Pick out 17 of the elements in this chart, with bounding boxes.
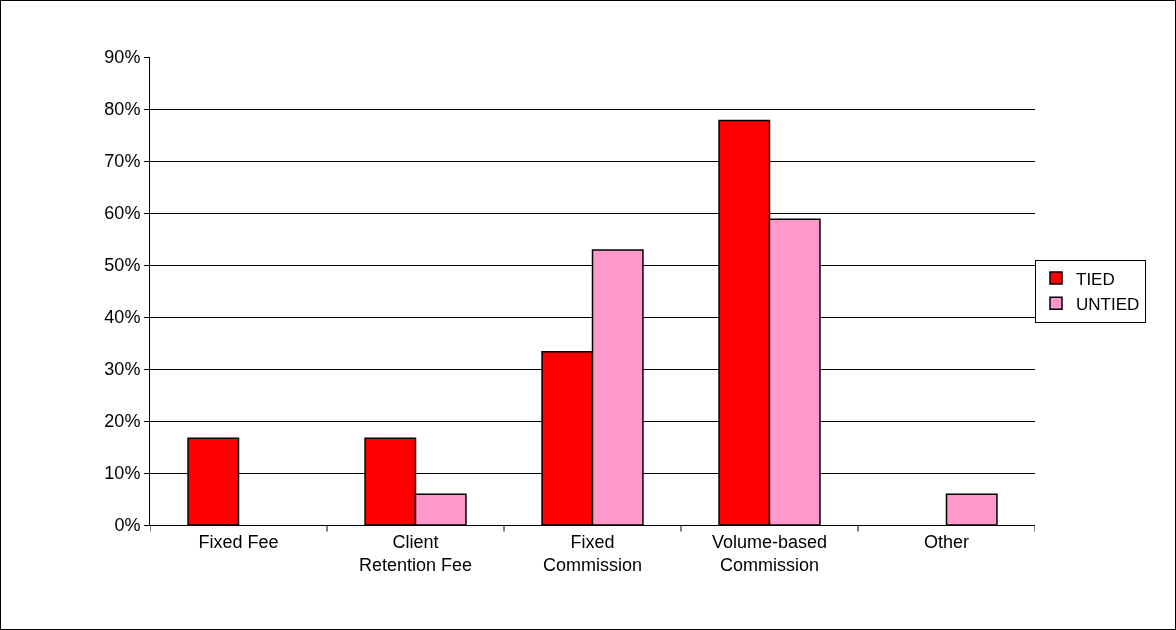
y-tick-label: 0% bbox=[114, 515, 141, 536]
x-tick-label: Other bbox=[923, 531, 970, 552]
x-tick-label: Volume-based Commission bbox=[711, 531, 828, 575]
y-tick-label: 60% bbox=[104, 203, 141, 224]
legend-label: UNTIED bbox=[1076, 294, 1140, 314]
y-tick-label: 20% bbox=[104, 411, 141, 432]
y-tick-label: 40% bbox=[104, 307, 141, 328]
y-tick-label: 90% bbox=[104, 47, 141, 68]
legend-label: TIED bbox=[1076, 269, 1115, 289]
x-tick-label: Client Retention Fee bbox=[358, 531, 473, 575]
y-tick-label: 70% bbox=[104, 151, 141, 172]
x-tick-label: Fixed Commission bbox=[542, 531, 643, 575]
y-tick-label: 50% bbox=[104, 255, 141, 276]
y-tick-label: 80% bbox=[104, 99, 141, 120]
x-tick-label: Fixed Fee bbox=[198, 531, 279, 552]
y-tick-label: 30% bbox=[104, 359, 141, 380]
y-tick-label: 10% bbox=[104, 463, 141, 484]
